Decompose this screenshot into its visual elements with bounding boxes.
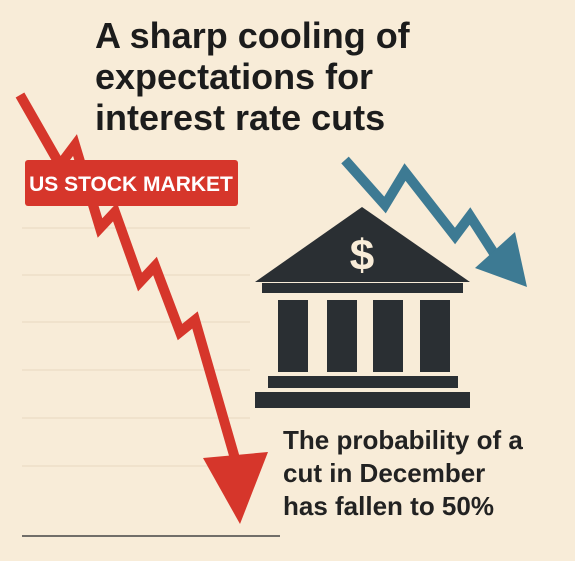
blue-arrow xyxy=(341,156,502,261)
title-line: interest rate cuts xyxy=(95,97,385,138)
blue-arrowhead xyxy=(475,232,527,287)
label-box xyxy=(25,160,238,206)
caption-line: The probability of a xyxy=(283,425,523,455)
caption-line: cut in December xyxy=(283,458,485,488)
label: US STOCK MARKET xyxy=(29,173,233,196)
red-arrowhead xyxy=(203,452,268,524)
title-line: A sharp cooling of xyxy=(95,15,411,56)
red-arrow xyxy=(15,92,241,464)
dollar-symbol: $ xyxy=(350,231,374,280)
caption-line: has fallen to 50% xyxy=(283,491,494,521)
title-line: expectations for xyxy=(95,56,373,97)
bank-icon xyxy=(255,207,470,408)
